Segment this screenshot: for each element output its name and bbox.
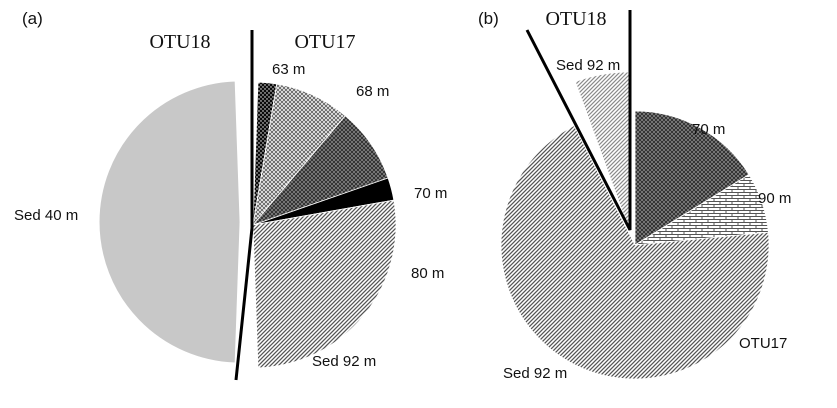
pie-b-otu18-slice-label-0: Sed 92 m <box>556 57 620 74</box>
panel-a-label: (a) <box>22 9 43 28</box>
pie-b-otu17-slice-label-2: Sed 92 m <box>503 365 567 382</box>
pie-a-otu17-slice-label-0: 63 m <box>272 61 305 78</box>
divider-line-a <box>234 30 254 381</box>
pie-a-otu18: Sed 40 m <box>14 80 241 364</box>
pie-b-otu17-slice-2 <box>500 125 770 380</box>
pie-a-otu17-slice-label-4: Sed 92 m <box>312 353 376 370</box>
panel-b-otu18-title: OTU18 <box>545 8 606 30</box>
pie-a-otu17-slice-label-3: 80 m <box>411 265 444 282</box>
pie-a-otu17-slice-label-2: 70 m <box>414 185 447 202</box>
pie-a-otu18-slice-0 <box>98 80 241 364</box>
panel-b-otu17-annotation: OTU17 <box>739 335 787 352</box>
pie-a-otu17: 63 m 68 m 70 m 80 m Sed 92 m <box>251 61 447 370</box>
panel-a-otu18-title: OTU18 <box>149 31 210 53</box>
panel-b-label: (b) <box>478 9 499 28</box>
pie-a-otu18-slice-label-0: Sed 40 m <box>14 207 78 224</box>
pie-b-otu18: Sed 92 m <box>556 57 631 233</box>
pie-b-otu17-slice-0 <box>634 110 750 246</box>
panel-a-otu17-title: OTU17 <box>294 31 355 53</box>
divider-line-b <box>525 10 632 231</box>
pie-b-otu17: 70 m 90 m Sed 92 m <box>500 110 791 382</box>
pie-a-otu17-slice-4 <box>252 199 397 369</box>
pie-a-otu17-slice-label-1: 68 m <box>356 83 389 100</box>
pie-b-otu17-slice-label-0: 70 m <box>692 121 725 138</box>
pie-b-otu17-slice-label-1: 90 m <box>758 190 791 207</box>
